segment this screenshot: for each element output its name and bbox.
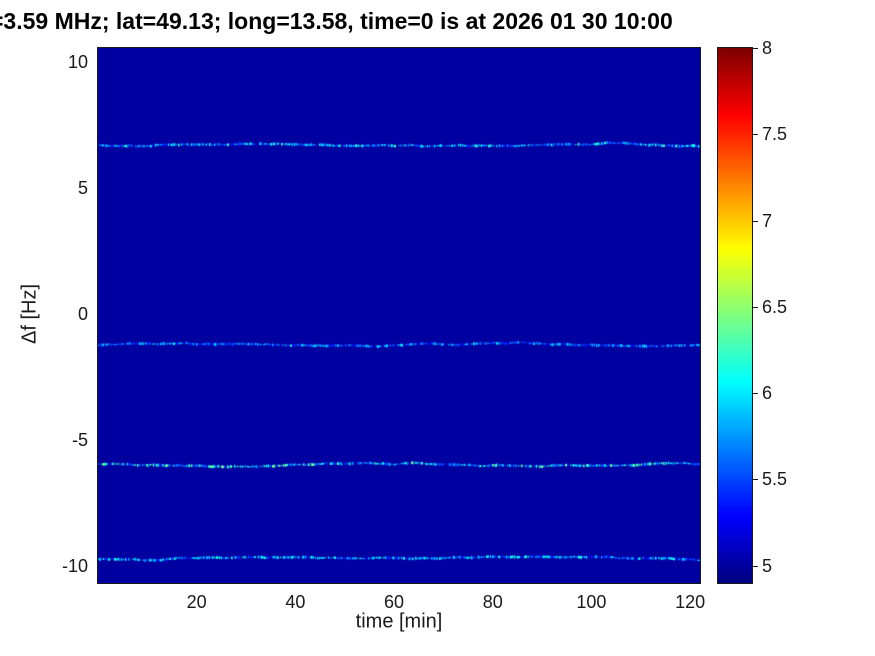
x-tick-label: 80	[482, 592, 503, 612]
colorbar-tick-label: 5	[762, 555, 773, 576]
x-tick-label: 60	[384, 592, 405, 612]
heatmap-canvas	[97, 47, 701, 584]
x-tick-label: 120	[675, 592, 706, 612]
x-tick-label: 20	[186, 592, 207, 612]
y-tick-label: -10	[61, 556, 88, 577]
colorbar-tick-mark	[752, 48, 758, 49]
colorbar-tick-label: 5.5	[762, 469, 788, 490]
chart-title: =3.59 MHz; lat=49.13; long=13.58, time=0…	[0, 8, 673, 34]
x-tick-label: 100	[576, 592, 607, 612]
colorbar-tick-label: 6.5	[762, 296, 788, 317]
y-tick-label: -5	[71, 430, 88, 451]
colorbar-tick-mark	[752, 393, 758, 395]
colorbar-tick-label: 7.5	[762, 124, 788, 145]
colorbar-tick-mark	[752, 565, 758, 567]
y-tick-label: 10	[67, 52, 88, 73]
colorbar-tick-mark	[752, 306, 758, 308]
colorbar-tick-label: 6	[762, 383, 773, 404]
y-tick-label: 0	[77, 304, 88, 325]
colorbar-tick-label: 7	[762, 210, 773, 231]
colorbar-tick-mark	[752, 220, 758, 222]
colorbar-tick-mark	[752, 479, 758, 481]
y-tick-label: 5	[77, 178, 88, 199]
x-tick-label: 40	[285, 592, 306, 612]
colorbar	[717, 47, 753, 584]
colorbar-tick-mark	[752, 134, 758, 136]
colorbar-tick-label: 8	[762, 38, 773, 58]
x-axis-label: time [min]	[355, 610, 443, 633]
